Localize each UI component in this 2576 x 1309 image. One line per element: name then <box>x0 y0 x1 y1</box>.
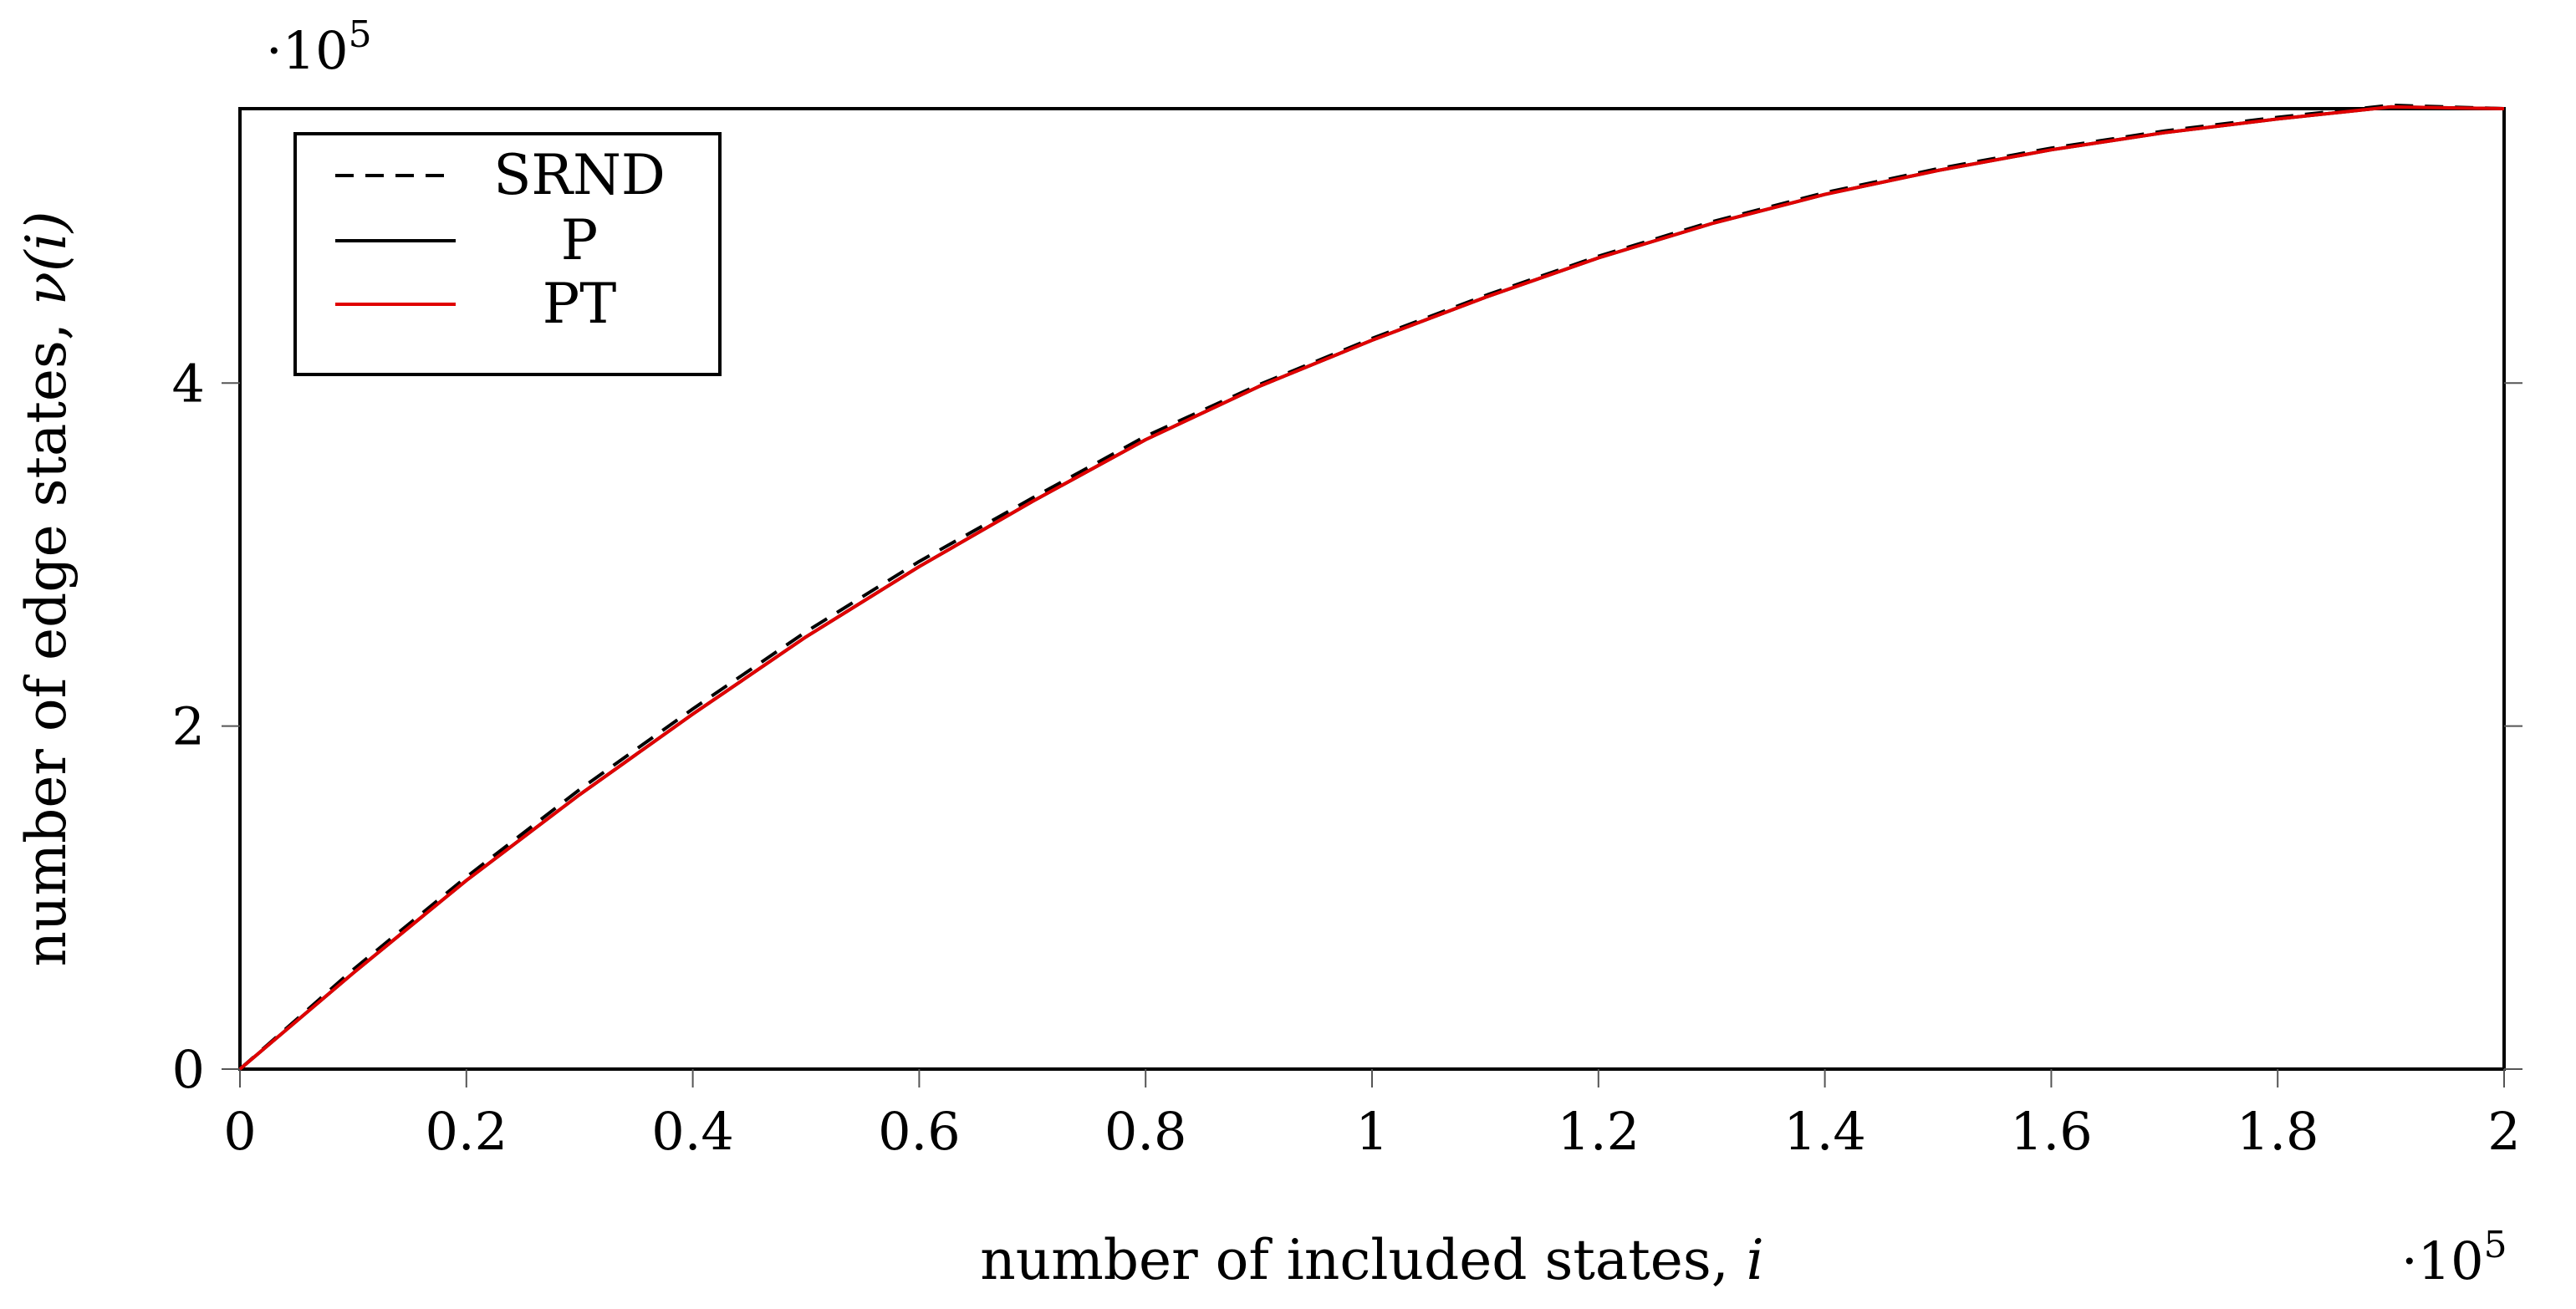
x-tick-label: 1.6 <box>2010 1101 2093 1162</box>
x-tick-label: 1.8 <box>2237 1101 2319 1162</box>
x-tick-label: 0.6 <box>878 1101 961 1162</box>
x-tick-label: 0.2 <box>425 1101 508 1162</box>
x-tick-label: 1.2 <box>1557 1101 1640 1162</box>
y-tick-label: 0 <box>172 1039 205 1100</box>
x-multiplier: ·105 <box>2401 1224 2507 1291</box>
legend-label-p: P <box>561 208 598 272</box>
legend-label-srnd: SRND <box>493 143 666 207</box>
series-line-pt <box>238 104 2505 1071</box>
y-axis-label: number of edge states, ν(i) <box>14 211 79 966</box>
x-axis-label: number of included states, i <box>980 1228 1764 1292</box>
x-tick-label: 1.4 <box>1783 1101 1866 1162</box>
x-tick-label: 0.4 <box>651 1101 734 1162</box>
x-tick-label: 0.8 <box>1104 1101 1187 1162</box>
legend-label-pt: PT <box>543 272 616 336</box>
y-multiplier: ·105 <box>266 13 372 81</box>
x-tick-label: 0 <box>223 1101 256 1162</box>
y-tick-label: 2 <box>172 696 205 757</box>
x-tick-label: 2 <box>2487 1101 2520 1162</box>
y-tick-label: 4 <box>172 353 205 414</box>
x-tick-label: 1 <box>1355 1101 1388 1162</box>
